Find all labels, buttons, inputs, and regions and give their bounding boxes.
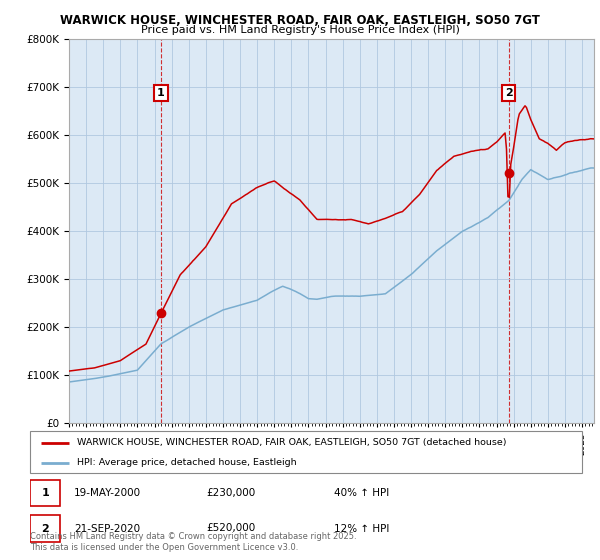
Text: WARWICK HOUSE, WINCHESTER ROAD, FAIR OAK, EASTLEIGH, SO50 7GT (detached house): WARWICK HOUSE, WINCHESTER ROAD, FAIR OAK… bbox=[77, 438, 506, 447]
Text: 1: 1 bbox=[41, 488, 49, 498]
Text: Price paid vs. HM Land Registry's House Price Index (HPI): Price paid vs. HM Land Registry's House … bbox=[140, 25, 460, 35]
Text: Contains HM Land Registry data © Crown copyright and database right 2025.
This d: Contains HM Land Registry data © Crown c… bbox=[30, 532, 356, 552]
Text: 12% ↑ HPI: 12% ↑ HPI bbox=[334, 524, 389, 534]
Text: 2: 2 bbox=[505, 88, 513, 98]
Text: WARWICK HOUSE, WINCHESTER ROAD, FAIR OAK, EASTLEIGH, SO50 7GT: WARWICK HOUSE, WINCHESTER ROAD, FAIR OAK… bbox=[60, 14, 540, 27]
Text: 19-MAY-2000: 19-MAY-2000 bbox=[74, 488, 141, 498]
Text: 21-SEP-2020: 21-SEP-2020 bbox=[74, 524, 140, 534]
Text: £520,000: £520,000 bbox=[206, 524, 256, 534]
Bar bbox=[30, 479, 61, 506]
Text: 2: 2 bbox=[41, 524, 49, 534]
Bar bbox=[30, 515, 61, 542]
Text: £230,000: £230,000 bbox=[206, 488, 256, 498]
Text: 40% ↑ HPI: 40% ↑ HPI bbox=[334, 488, 389, 498]
Text: 1: 1 bbox=[157, 88, 165, 98]
Text: HPI: Average price, detached house, Eastleigh: HPI: Average price, detached house, East… bbox=[77, 458, 296, 467]
FancyBboxPatch shape bbox=[30, 431, 582, 473]
